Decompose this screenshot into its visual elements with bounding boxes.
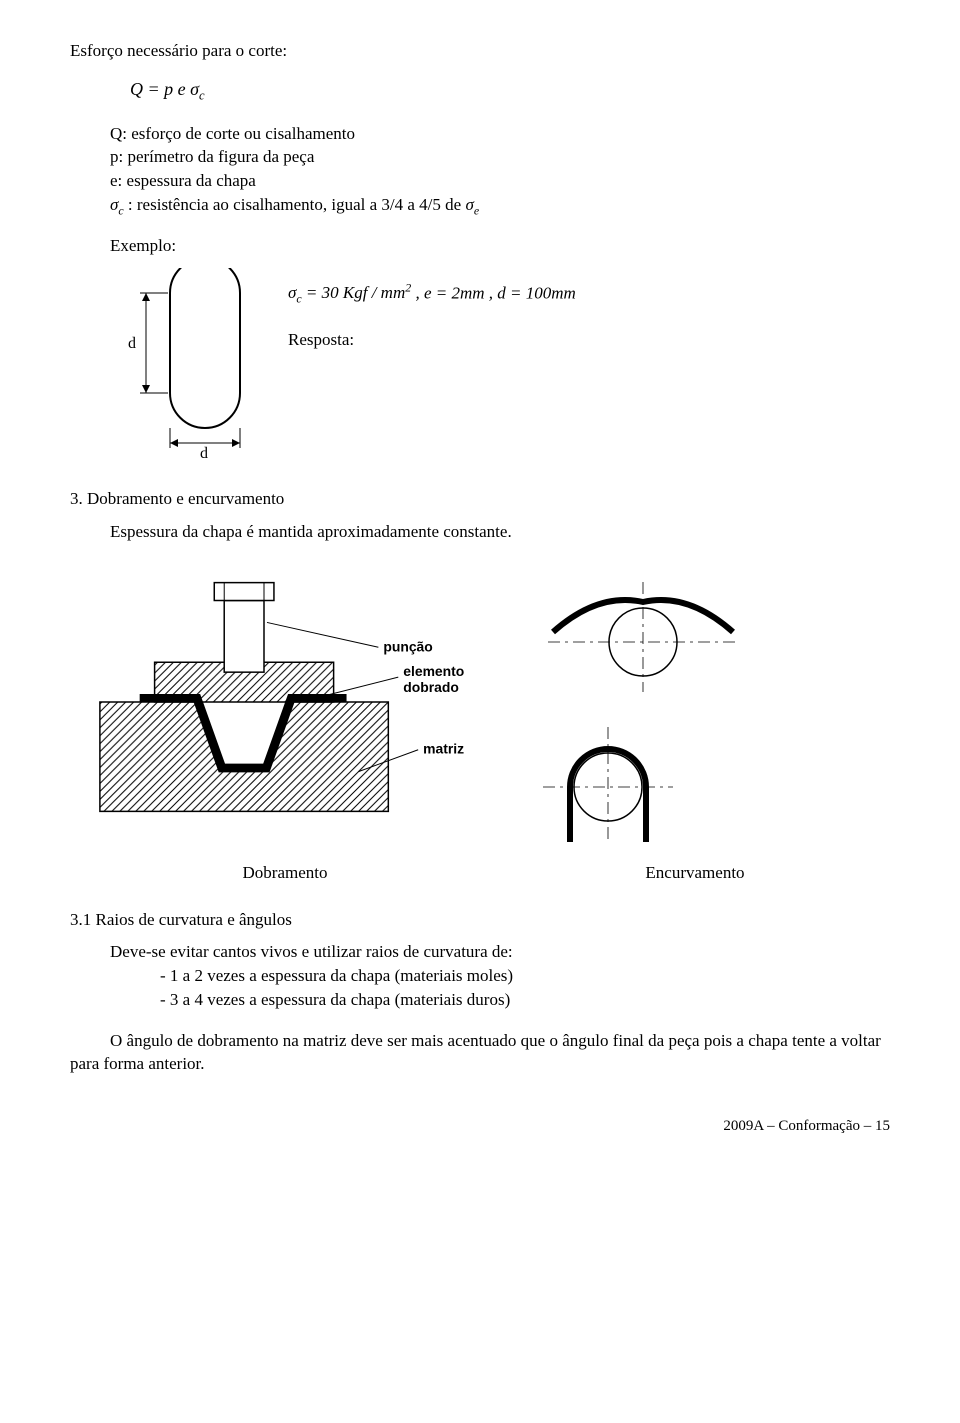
caption-dobramento: Dobramento — [70, 862, 500, 885]
page-footer: 2009A – Conformação – 15 — [70, 1116, 890, 1136]
section-3-title: 3. Dobramento e encurvamento — [70, 488, 890, 511]
def-sigma-text: : resistência ao cisalhamento, igual a 3… — [128, 195, 466, 214]
sigma-e-symbol: σe — [465, 195, 479, 214]
formula-q: Q = p e σc — [130, 77, 890, 105]
label-puncao: punção — [383, 638, 432, 654]
formula-q-text: Q = p e σ — [130, 79, 199, 99]
bullet-list: - 1 a 2 vezes a espessura da chapa (mate… — [160, 965, 890, 1012]
label-elemento-1: elemento — [403, 663, 464, 679]
slot-shape-diagram: d d — [110, 268, 260, 458]
def-p: p: perímetro da figura da peça — [110, 146, 890, 169]
bullet-2: - 3 a 4 vezes a espessura da chapa (mate… — [160, 989, 890, 1012]
exemplo-label: Exemplo: — [110, 235, 890, 258]
encurvamento-diagram-group — [538, 552, 890, 852]
section-31-angle: O ângulo de dobramento na matriz deve se… — [70, 1030, 890, 1076]
bullet-1: - 1 a 2 vezes a espessura da chapa (mate… — [160, 965, 890, 988]
example-block: d d σc = 30 Kgf / mm2 , e = 2mm , d = 10… — [110, 268, 890, 458]
formula-q-sub: c — [199, 89, 205, 103]
section-heading: Esforço necessário para o corte: — [70, 40, 890, 63]
example-formula: σc = 30 Kgf / mm2 , e = 2mm , d = 100mm — [288, 280, 576, 307]
label-matriz: matriz — [423, 740, 464, 756]
encurvamento-open — [538, 552, 748, 702]
dim-d-horizontal: d — [200, 445, 208, 458]
figure-captions: Dobramento Encurvamento — [70, 862, 890, 885]
resposta-label: Resposta: — [288, 329, 576, 352]
definition-list: Q: esforço de corte ou cisalhamento p: p… — [110, 123, 890, 219]
sigma-c-symbol: σc — [110, 195, 124, 214]
def-sigma: σc : resistência ao cisalhamento, igual … — [110, 194, 890, 218]
dobramento-diagram: punção elemento dobrado matriz — [80, 572, 508, 832]
section-3-intro: Espessura da chapa é mantida aproximadam… — [110, 521, 890, 544]
label-elemento-2: dobrado — [403, 679, 459, 695]
dim-d-vertical: d — [128, 335, 136, 352]
encurvamento-closed — [538, 702, 678, 852]
section-31-intro: Deve-se evitar cantos vivos e utilizar r… — [110, 941, 890, 964]
def-e: e: espessura da chapa — [110, 170, 890, 193]
section-31-title: 3.1 Raios de curvatura e ângulos — [70, 909, 890, 932]
caption-encurvamento: Encurvamento — [500, 862, 890, 885]
def-q: Q: esforço de corte ou cisalhamento — [110, 123, 890, 146]
